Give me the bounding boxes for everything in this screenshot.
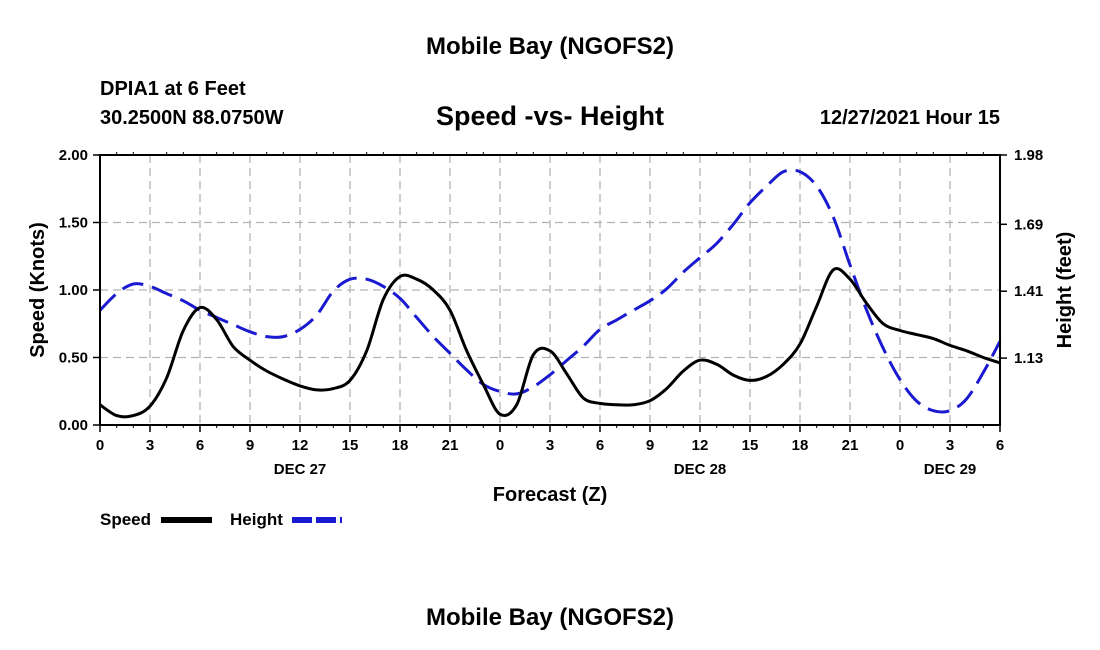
grid-lines xyxy=(100,155,1000,425)
x-tick-label: 18 xyxy=(392,437,409,454)
chart-page-title: Mobile Bay (NGOFS2) xyxy=(426,33,674,60)
y-tick-labels: 0.00 0.50 1.00 1.50 2.00 1.13 1.41 1.69 1.98 xyxy=(59,147,1043,434)
y-left-tick-label: 0.00 xyxy=(59,417,88,434)
day-label: DEC 29 xyxy=(924,461,977,478)
x-tick-label: 6 xyxy=(196,437,204,454)
x-tick-label: 3 xyxy=(946,437,954,454)
x-tick-label: 18 xyxy=(792,437,809,454)
day-label: DEC 27 xyxy=(274,461,327,478)
y-left-tick-label: 1.50 xyxy=(59,215,88,232)
y-right-tick-label: 1.69 xyxy=(1014,216,1043,233)
y-left-tick-label: 2.00 xyxy=(59,147,88,164)
x-axis-title: Forecast (Z) xyxy=(493,484,607,506)
chart-subtitle: Speed -vs- Height xyxy=(436,101,664,131)
plot-frame xyxy=(99,154,1001,426)
y-left-tick-label: 1.00 xyxy=(59,282,88,299)
speed-series-line xyxy=(99,267,1001,419)
x-tick-label: 6 xyxy=(596,437,604,454)
x-tick-label: 21 xyxy=(842,437,859,454)
y-left-tick-label: 0.50 xyxy=(59,350,88,367)
x-tick-label: 9 xyxy=(646,437,654,454)
x-tick-label: 21 xyxy=(442,437,459,454)
bottom-page-title: Mobile Bay (NGOFS2) xyxy=(426,604,674,631)
legend-height-label: Height xyxy=(230,510,283,529)
x-tick-label: 9 xyxy=(246,437,254,454)
y-right-tick-label: 1.98 xyxy=(1014,147,1043,164)
x-tick-label: 12 xyxy=(692,437,709,454)
x-tick-label: 15 xyxy=(342,437,359,454)
y-right-axis-title: Height (feet) xyxy=(1054,232,1076,349)
datetime-label: 12/27/2021 Hour 15 xyxy=(820,107,1000,129)
location-label: 30.2500N 88.0750W xyxy=(100,107,284,129)
x-tick-label: 0 xyxy=(496,437,504,454)
x-tick-label: 3 xyxy=(146,437,154,454)
height-series-line xyxy=(98,168,1002,414)
station-label: DPIA1 at 6 Feet xyxy=(100,78,246,100)
x-tick-label: 12 xyxy=(292,437,309,454)
x-tick-label: 15 xyxy=(742,437,759,454)
x-tick-label: 0 xyxy=(96,437,104,454)
legend-speed-label: Speed xyxy=(100,510,151,529)
x-tick-label: 3 xyxy=(546,437,554,454)
x-tick-label: 0 xyxy=(896,437,904,454)
y-right-tick-label: 1.41 xyxy=(1014,283,1043,300)
legend: Speed Height xyxy=(100,510,342,529)
day-label: DEC 28 xyxy=(674,461,727,478)
x-tick-labels: 0 3 6 9 12 15 18 21 0 3 6 9 12 15 18 21 0 3 6 DEC 27 DEC 28 D… xyxy=(96,437,1004,478)
y-left-axis-title: Speed (Knots) xyxy=(27,222,49,358)
y-right-tick-label: 1.13 xyxy=(1014,350,1043,367)
x-tick-label: 6 xyxy=(996,437,1004,454)
